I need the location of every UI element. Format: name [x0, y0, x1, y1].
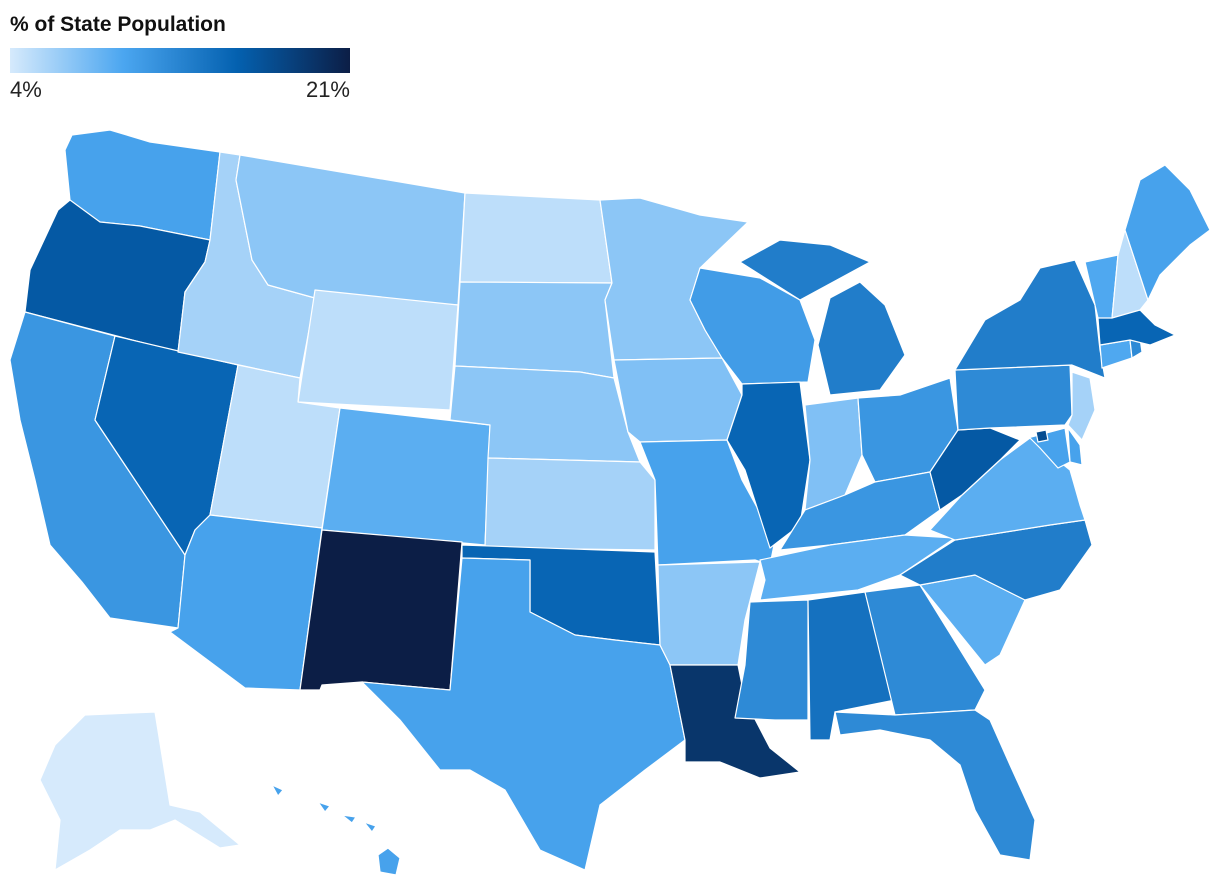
state-TX[interactable]	[361, 557, 686, 871]
state-NJ[interactable]	[1067, 371, 1096, 441]
legend-title: % of State Population	[10, 13, 226, 36]
state-MI[interactable]	[739, 239, 906, 396]
state-NH[interactable]	[1111, 229, 1149, 319]
legend-max-label: 21%	[305, 77, 350, 102]
state-MD[interactable]	[1019, 427, 1071, 469]
state-SD[interactable]	[454, 281, 615, 379]
state-ND[interactable]	[459, 192, 613, 284]
legend-labels: 4% 21%	[10, 77, 350, 103]
legend-min-label: 4%	[10, 77, 42, 102]
state-CO[interactable]	[321, 407, 491, 546]
state-VT[interactable]	[1084, 254, 1119, 319]
state-WY[interactable]	[297, 289, 459, 411]
state-GA[interactable]	[864, 584, 986, 716]
state-DE[interactable]	[1067, 427, 1083, 466]
state-FL[interactable]	[834, 709, 1036, 861]
legend-gradient-bar	[10, 48, 350, 73]
state-IL[interactable]	[726, 381, 811, 549]
state-IA[interactable]	[613, 357, 743, 443]
state-AK[interactable]	[39, 711, 241, 871]
state-MA[interactable]	[1097, 309, 1176, 346]
state-ME[interactable]	[1124, 164, 1211, 301]
state-NY[interactable]	[954, 259, 1106, 379]
state-MT[interactable]	[235, 154, 466, 306]
state-NM[interactable]	[299, 529, 463, 691]
state-HI[interactable]	[271, 784, 401, 876]
legend: % of State Population 4% 21%	[10, 10, 350, 103]
state-PA[interactable]	[954, 364, 1073, 431]
state-AR[interactable]	[657, 561, 761, 666]
state-DC[interactable]	[1035, 429, 1049, 443]
state-AZ[interactable]	[169, 514, 323, 691]
state-KS[interactable]	[484, 457, 656, 551]
